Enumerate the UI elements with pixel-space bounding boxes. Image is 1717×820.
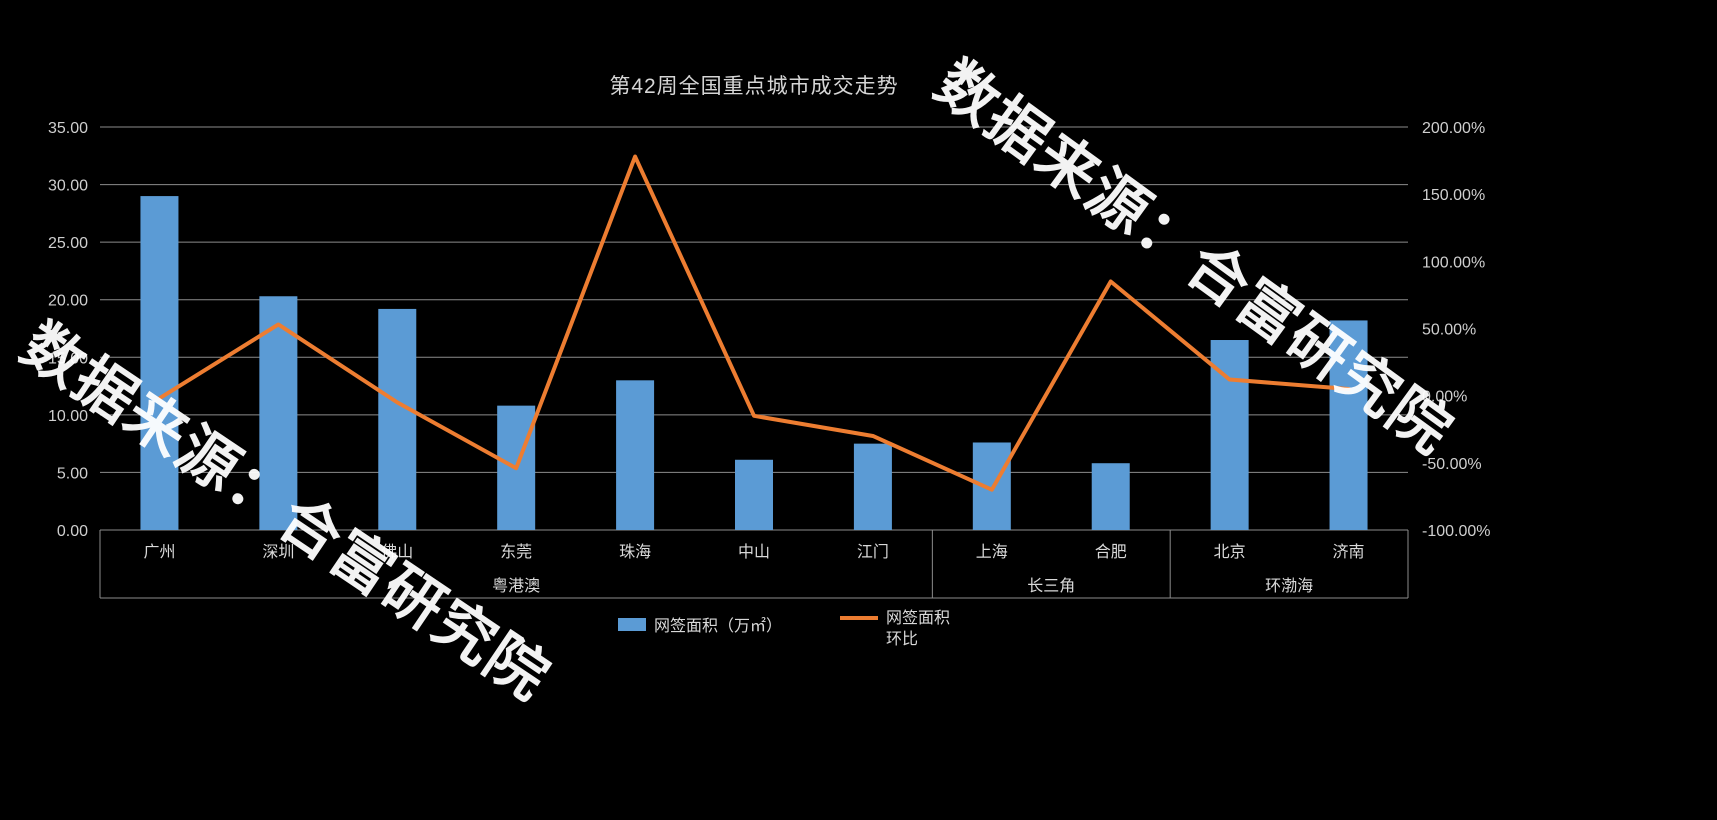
city-label-8: 合肥: [1095, 543, 1127, 561]
left-axis-label-2: 10.00: [48, 408, 88, 425]
city-label-1: 深圳: [262, 543, 294, 561]
bar-6: [853, 443, 892, 530]
bar-1: [259, 296, 298, 530]
chart-title: 第42周全国重点城市成交走势: [609, 75, 899, 98]
bar-10: [1329, 320, 1368, 530]
city-label-2: 佛山: [381, 543, 413, 561]
left-axis-label-5: 25.00: [48, 235, 88, 252]
right-axis-label-6: 200.00%: [1422, 120, 1485, 137]
legend-item-line: 网签面积 环比: [840, 608, 950, 650]
right-axis-label-1: -50.00%: [1422, 456, 1482, 473]
bar-series-label: 网签面积（万㎡）: [654, 618, 783, 635]
left-axis-label-4: 20.00: [48, 293, 88, 310]
city-label-0: 广州: [143, 543, 175, 561]
line-series-label-row1: 网签面积: [886, 610, 951, 627]
bar-series-swatch-icon: [618, 617, 646, 631]
right-axis-label-5: 150.00%: [1422, 187, 1485, 204]
line-series-label-row2: 环比: [886, 631, 919, 648]
right-axis-label-3: 50.00%: [1422, 322, 1476, 339]
bar-8: [1091, 463, 1130, 530]
bar-2: [378, 308, 417, 530]
city-label-6: 江门: [857, 543, 889, 561]
left-axis-label-7: 35.00: [48, 120, 88, 137]
city-label-5: 中山: [738, 543, 770, 561]
city-label-3: 东莞: [500, 543, 532, 561]
line-series-swatch-icon: [840, 616, 878, 620]
city-label-9: 北京: [1214, 543, 1246, 561]
line-series-label: 网签面积 环比: [886, 608, 950, 650]
group-label-2: 环渤海: [1265, 577, 1313, 595]
legend-item-bar: 网签面积（万㎡）: [618, 612, 782, 636]
group-label-1: 长三角: [1027, 577, 1075, 595]
right-axis-label-2: 0.00%: [1422, 389, 1467, 406]
right-axis-label-0: -100.00%: [1422, 523, 1491, 540]
city-label-10: 济南: [1333, 543, 1365, 561]
left-axis-label-0: 0.00: [57, 523, 88, 540]
right-axis-label-4: 100.00%: [1422, 254, 1485, 271]
left-axis-label-3: 15.00: [48, 350, 88, 367]
left-axis-label-6: 30.00: [48, 178, 88, 195]
mom-change-line: [157, 154, 1351, 492]
city-label-7: 上海: [976, 543, 1008, 561]
group-label-0: 粤港澳: [492, 576, 540, 595]
left-axis-label-1: 5.00: [57, 465, 88, 482]
bar-4: [616, 380, 655, 530]
bar-0: [140, 196, 179, 531]
city-label-4: 珠海: [619, 543, 651, 561]
bar-5: [735, 459, 773, 530]
